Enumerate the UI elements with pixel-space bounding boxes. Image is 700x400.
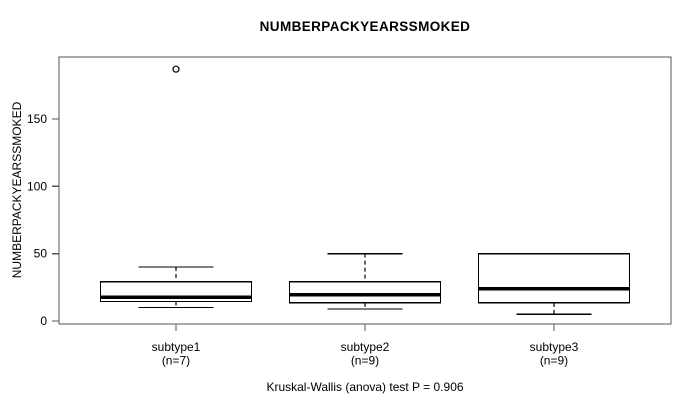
group-label: subtype1	[152, 340, 201, 354]
group-n-label: (n=7)	[162, 354, 190, 368]
group-n-label: (n=9)	[351, 354, 379, 368]
group-label: subtype3	[530, 340, 579, 354]
boxplot-group: subtype3(n=9)	[477, 252, 631, 368]
group-label: subtype2	[341, 340, 390, 354]
stat-annotation: Kruskal-Wallis (anova) test P = 0.906	[266, 380, 464, 394]
iqr-box	[288, 281, 442, 304]
y-tick-label: 0	[40, 314, 47, 328]
group-n-label: (n=9)	[540, 354, 568, 368]
iqr-box	[477, 252, 631, 304]
outlier-point	[172, 65, 180, 73]
y-tick-label: 100	[27, 179, 47, 193]
chart-title: NUMBERPACKYEARSSMOKED	[259, 19, 471, 34]
boxplot-group: subtype2(n=9)	[288, 253, 442, 368]
y-tick-label: 150	[27, 112, 47, 126]
boxplot-group: subtype1(n=7)	[99, 65, 253, 368]
y-tick-label: 50	[34, 247, 48, 261]
